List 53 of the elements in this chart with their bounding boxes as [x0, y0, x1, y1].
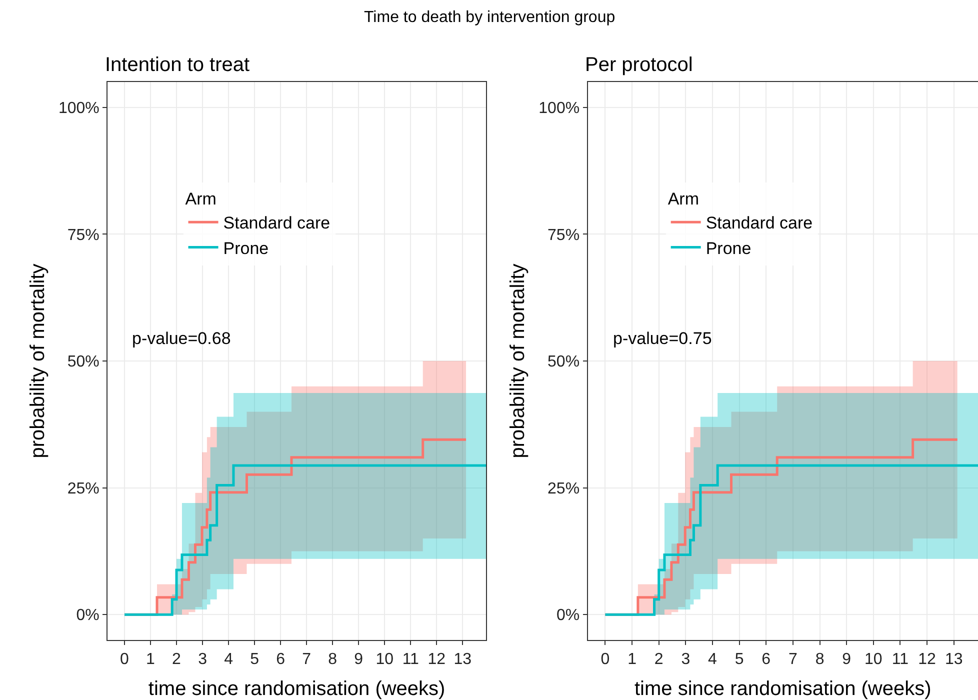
legend-label: Prone: [223, 238, 269, 258]
x-tick-label: 6: [762, 651, 771, 668]
annotation: p-value=0.68: [132, 329, 231, 348]
x-tick-label: 1: [628, 651, 637, 668]
x-tick-label: 4: [708, 651, 718, 668]
x-tick-label: 9: [842, 651, 852, 668]
x-tick-label: 8: [815, 651, 824, 668]
annotation: p-value=0.75: [613, 329, 712, 348]
legend-label: Standard care: [223, 214, 330, 233]
y-tick-label: 25%: [67, 480, 100, 498]
x-tick-label: 7: [302, 651, 312, 668]
x-tick-label: 5: [250, 651, 260, 668]
x-tick-label: 0: [120, 651, 130, 668]
x-tick-label: 2: [172, 651, 182, 668]
x-tick-label: 3: [198, 651, 208, 668]
y-tick-label: 75%: [67, 226, 100, 244]
y-tick-label: 75%: [548, 226, 580, 244]
x-tick-label: 13: [944, 651, 963, 668]
x-tick-label: 1: [146, 651, 156, 668]
x-tick-label: 10: [864, 651, 882, 668]
x-tick-label: 0: [600, 651, 610, 668]
chart-title: Time to death by intervention group: [364, 9, 616, 26]
legend-label: Prone: [706, 238, 752, 258]
x-tick-label: 11: [892, 651, 909, 668]
x-axis-title: time since randomisation (weeks): [634, 678, 932, 700]
x-tick-label: 11: [402, 651, 420, 668]
y-tick-label: 0%: [556, 607, 580, 624]
y-tick-label: 100%: [58, 100, 100, 117]
chart-subtitle: Intention to treat: [105, 54, 250, 76]
x-tick-label: 10: [376, 651, 394, 668]
x-tick-label: 12: [428, 651, 446, 668]
x-tick-label: 4: [224, 651, 234, 668]
x-tick-label: 13: [454, 651, 472, 668]
legend-label: Standard care: [706, 214, 813, 233]
y-axis-title: probability of mortality: [507, 264, 530, 458]
x-tick-label: 5: [734, 651, 744, 668]
legend-title: Arm: [185, 190, 216, 209]
x-tick-label: 3: [681, 651, 690, 668]
y-tick-label: 0%: [76, 607, 100, 624]
x-axis-title: time since randomisation (weeks): [148, 678, 446, 700]
x-tick-label: 8: [328, 651, 338, 668]
chart-subtitle: Per protocol: [585, 54, 693, 76]
x-tick-label: 9: [354, 651, 364, 668]
legend-title: Arm: [668, 190, 699, 209]
x-tick-label: 2: [654, 651, 664, 668]
y-tick-label: 50%: [67, 354, 100, 371]
y-axis-title: probability of mortality: [26, 264, 49, 458]
y-tick-label: 25%: [548, 480, 580, 498]
y-tick-label: 50%: [548, 354, 580, 371]
y-tick-label: 100%: [538, 100, 580, 117]
x-tick-label: 6: [276, 651, 286, 668]
x-tick-label: 7: [788, 651, 798, 668]
x-tick-label: 12: [918, 651, 936, 668]
